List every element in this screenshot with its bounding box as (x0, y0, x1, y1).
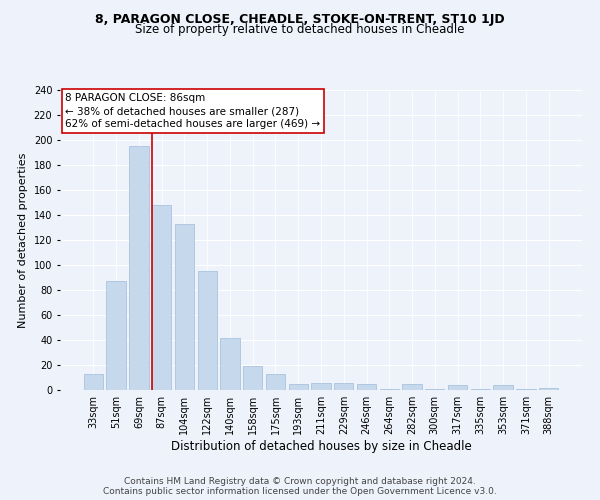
X-axis label: Distribution of detached houses by size in Cheadle: Distribution of detached houses by size … (170, 440, 472, 453)
Y-axis label: Number of detached properties: Number of detached properties (18, 152, 28, 328)
Bar (380, 389, 399, 390)
Bar (266, 374, 285, 390)
Bar (289, 384, 308, 390)
Bar (357, 384, 376, 390)
Text: Size of property relative to detached houses in Cheadle: Size of property relative to detached ho… (135, 22, 465, 36)
Bar (106, 281, 126, 390)
Text: 8 PARAGON CLOSE: 86sqm
← 38% of detached houses are smaller (287)
62% of semi-de: 8 PARAGON CLOSE: 86sqm ← 38% of detached… (65, 93, 320, 130)
Bar (84, 374, 103, 390)
Bar (243, 366, 262, 390)
Bar (152, 205, 172, 390)
Text: Contains public sector information licensed under the Open Government Licence v3: Contains public sector information licen… (103, 488, 497, 496)
Text: 8, PARAGON CLOSE, CHEADLE, STOKE-ON-TRENT, ST10 1JD: 8, PARAGON CLOSE, CHEADLE, STOKE-ON-TREN… (95, 12, 505, 26)
Bar (311, 382, 331, 390)
Bar (516, 389, 536, 390)
Bar (334, 382, 353, 390)
Bar (175, 224, 194, 390)
Bar (425, 389, 445, 390)
Bar (197, 271, 217, 390)
Bar (448, 385, 467, 390)
Bar (470, 389, 490, 390)
Bar (539, 388, 558, 390)
Bar (220, 338, 239, 390)
Text: Contains HM Land Registry data © Crown copyright and database right 2024.: Contains HM Land Registry data © Crown c… (124, 478, 476, 486)
Bar (493, 385, 513, 390)
Bar (403, 384, 422, 390)
Bar (129, 146, 149, 390)
